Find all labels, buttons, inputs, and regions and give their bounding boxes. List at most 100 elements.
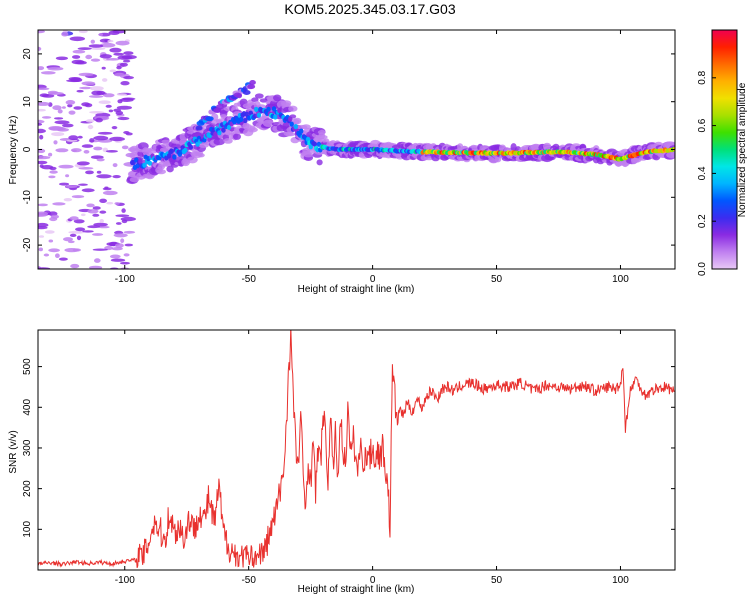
heatmap-cell xyxy=(116,93,127,96)
heatmap-cell xyxy=(39,134,44,140)
heatmap-cell xyxy=(197,153,205,158)
heatmap-cell xyxy=(247,84,256,90)
heatmap-cell xyxy=(251,97,259,102)
heatmap-cell xyxy=(266,106,271,112)
heatmap-cell xyxy=(99,219,104,223)
heatmap-cell xyxy=(120,261,130,265)
heatmap-cell xyxy=(81,81,96,86)
heatmap-cell xyxy=(89,111,105,114)
heatmap-cell xyxy=(115,214,130,217)
heatmap-cell xyxy=(97,131,113,135)
heatmap-cell xyxy=(113,233,128,238)
heatmap-cell xyxy=(51,132,65,137)
heatmap-cell xyxy=(101,66,106,70)
heatmap-cell xyxy=(254,106,259,112)
heatmap-cell xyxy=(188,144,193,150)
heatmap-cell xyxy=(108,30,120,35)
heatmap-cell xyxy=(123,76,134,80)
snr-series-line xyxy=(38,330,675,568)
heatmap-cell xyxy=(142,162,147,168)
heatmap-cell xyxy=(289,121,294,127)
heatmap-cell xyxy=(38,87,50,91)
heatmap-cell xyxy=(123,51,134,55)
heatmap-cell xyxy=(213,138,225,146)
x-tick-label: -50 xyxy=(241,575,256,586)
heatmap-cell xyxy=(254,93,264,99)
heatmap-cell xyxy=(117,116,130,121)
heatmap-cell xyxy=(96,90,106,95)
heatmap-cell xyxy=(113,108,122,113)
heatmap-cell xyxy=(78,167,94,170)
heatmap-cell xyxy=(70,263,80,269)
heatmap-cell xyxy=(48,152,53,157)
heatmap-cell xyxy=(87,124,94,130)
heatmap-cell xyxy=(89,86,104,91)
heatmap-cell xyxy=(67,104,73,108)
spectrogram-y-ticks: -20 -10 0 10 20 xyxy=(22,48,675,252)
heatmap-cell xyxy=(226,124,232,130)
heatmap-cell xyxy=(93,135,109,141)
heatmap-cell xyxy=(217,130,222,136)
heatmap-cell xyxy=(58,257,68,261)
heatmap-cell xyxy=(271,106,277,112)
heatmap-cell xyxy=(138,158,143,164)
colorbar-gradient xyxy=(711,29,738,270)
heatmap-cell xyxy=(48,126,64,131)
heatmap-cell xyxy=(147,160,153,166)
heatmap-cell xyxy=(108,109,114,113)
snr-x-ticks: -100 -50 0 50 100 xyxy=(115,330,629,586)
heatmap-cell xyxy=(99,42,116,48)
heatmap-cell xyxy=(85,170,94,175)
heatmap-cell xyxy=(89,265,103,269)
heatmap-cell xyxy=(115,40,130,46)
heatmap-cell xyxy=(103,93,115,98)
x-tick-label: -100 xyxy=(115,274,135,285)
heatmap-cell xyxy=(68,135,79,141)
heatmap-cell xyxy=(48,175,56,179)
x-tick-label: 100 xyxy=(612,575,629,586)
heatmap-cell xyxy=(39,164,44,168)
heatmap-cell xyxy=(76,161,90,166)
heatmap-cell xyxy=(107,39,114,43)
heatmap-cell xyxy=(105,150,118,153)
snr-y-label: SNR (v/v) xyxy=(8,430,19,473)
heatmap-cell xyxy=(82,230,94,233)
heatmap-cell xyxy=(90,155,104,159)
heatmap-cell xyxy=(129,177,140,183)
heatmap-cell xyxy=(114,202,120,205)
heatmap-cell xyxy=(99,54,112,59)
heatmap-cell xyxy=(73,219,85,224)
x-tick-label: -50 xyxy=(241,274,256,285)
heatmap-cell xyxy=(55,56,68,61)
heatmap-cell xyxy=(99,210,107,214)
heatmap-cell xyxy=(85,54,93,60)
heatmap-cell xyxy=(94,258,101,263)
heatmap-cell xyxy=(183,147,188,153)
heatmap-cell xyxy=(98,225,110,229)
heatmap-cell xyxy=(288,116,293,122)
x-tick-label: 100 xyxy=(612,274,629,285)
heatmap-cell xyxy=(65,174,70,178)
heatmap-cell xyxy=(86,203,95,208)
heatmap-cell xyxy=(81,213,86,217)
heatmap-cell xyxy=(233,133,241,140)
heatmap-cell xyxy=(109,136,125,142)
heatmap-cell xyxy=(38,128,46,134)
heatmap-cell xyxy=(102,78,108,82)
heatmap-cell xyxy=(88,44,104,48)
heatmap-cell xyxy=(112,163,118,168)
colorbar-tick-label: 0.4 xyxy=(697,166,708,180)
heatmap-cell xyxy=(99,198,107,203)
heatmap-cell xyxy=(239,116,244,122)
heatmap-cell xyxy=(40,71,56,75)
y-tick-label: 500 xyxy=(22,358,33,375)
heatmap-cell xyxy=(42,94,55,98)
heatmap-cell xyxy=(87,225,100,229)
heatmap-cell xyxy=(111,126,118,130)
heatmap-cell xyxy=(72,248,82,252)
heatmap-cell xyxy=(77,135,83,139)
heatmap-cell xyxy=(288,105,298,112)
x-tick-label: 0 xyxy=(370,575,376,586)
heatmap-cell xyxy=(38,119,45,124)
heatmap-cell xyxy=(90,58,101,62)
